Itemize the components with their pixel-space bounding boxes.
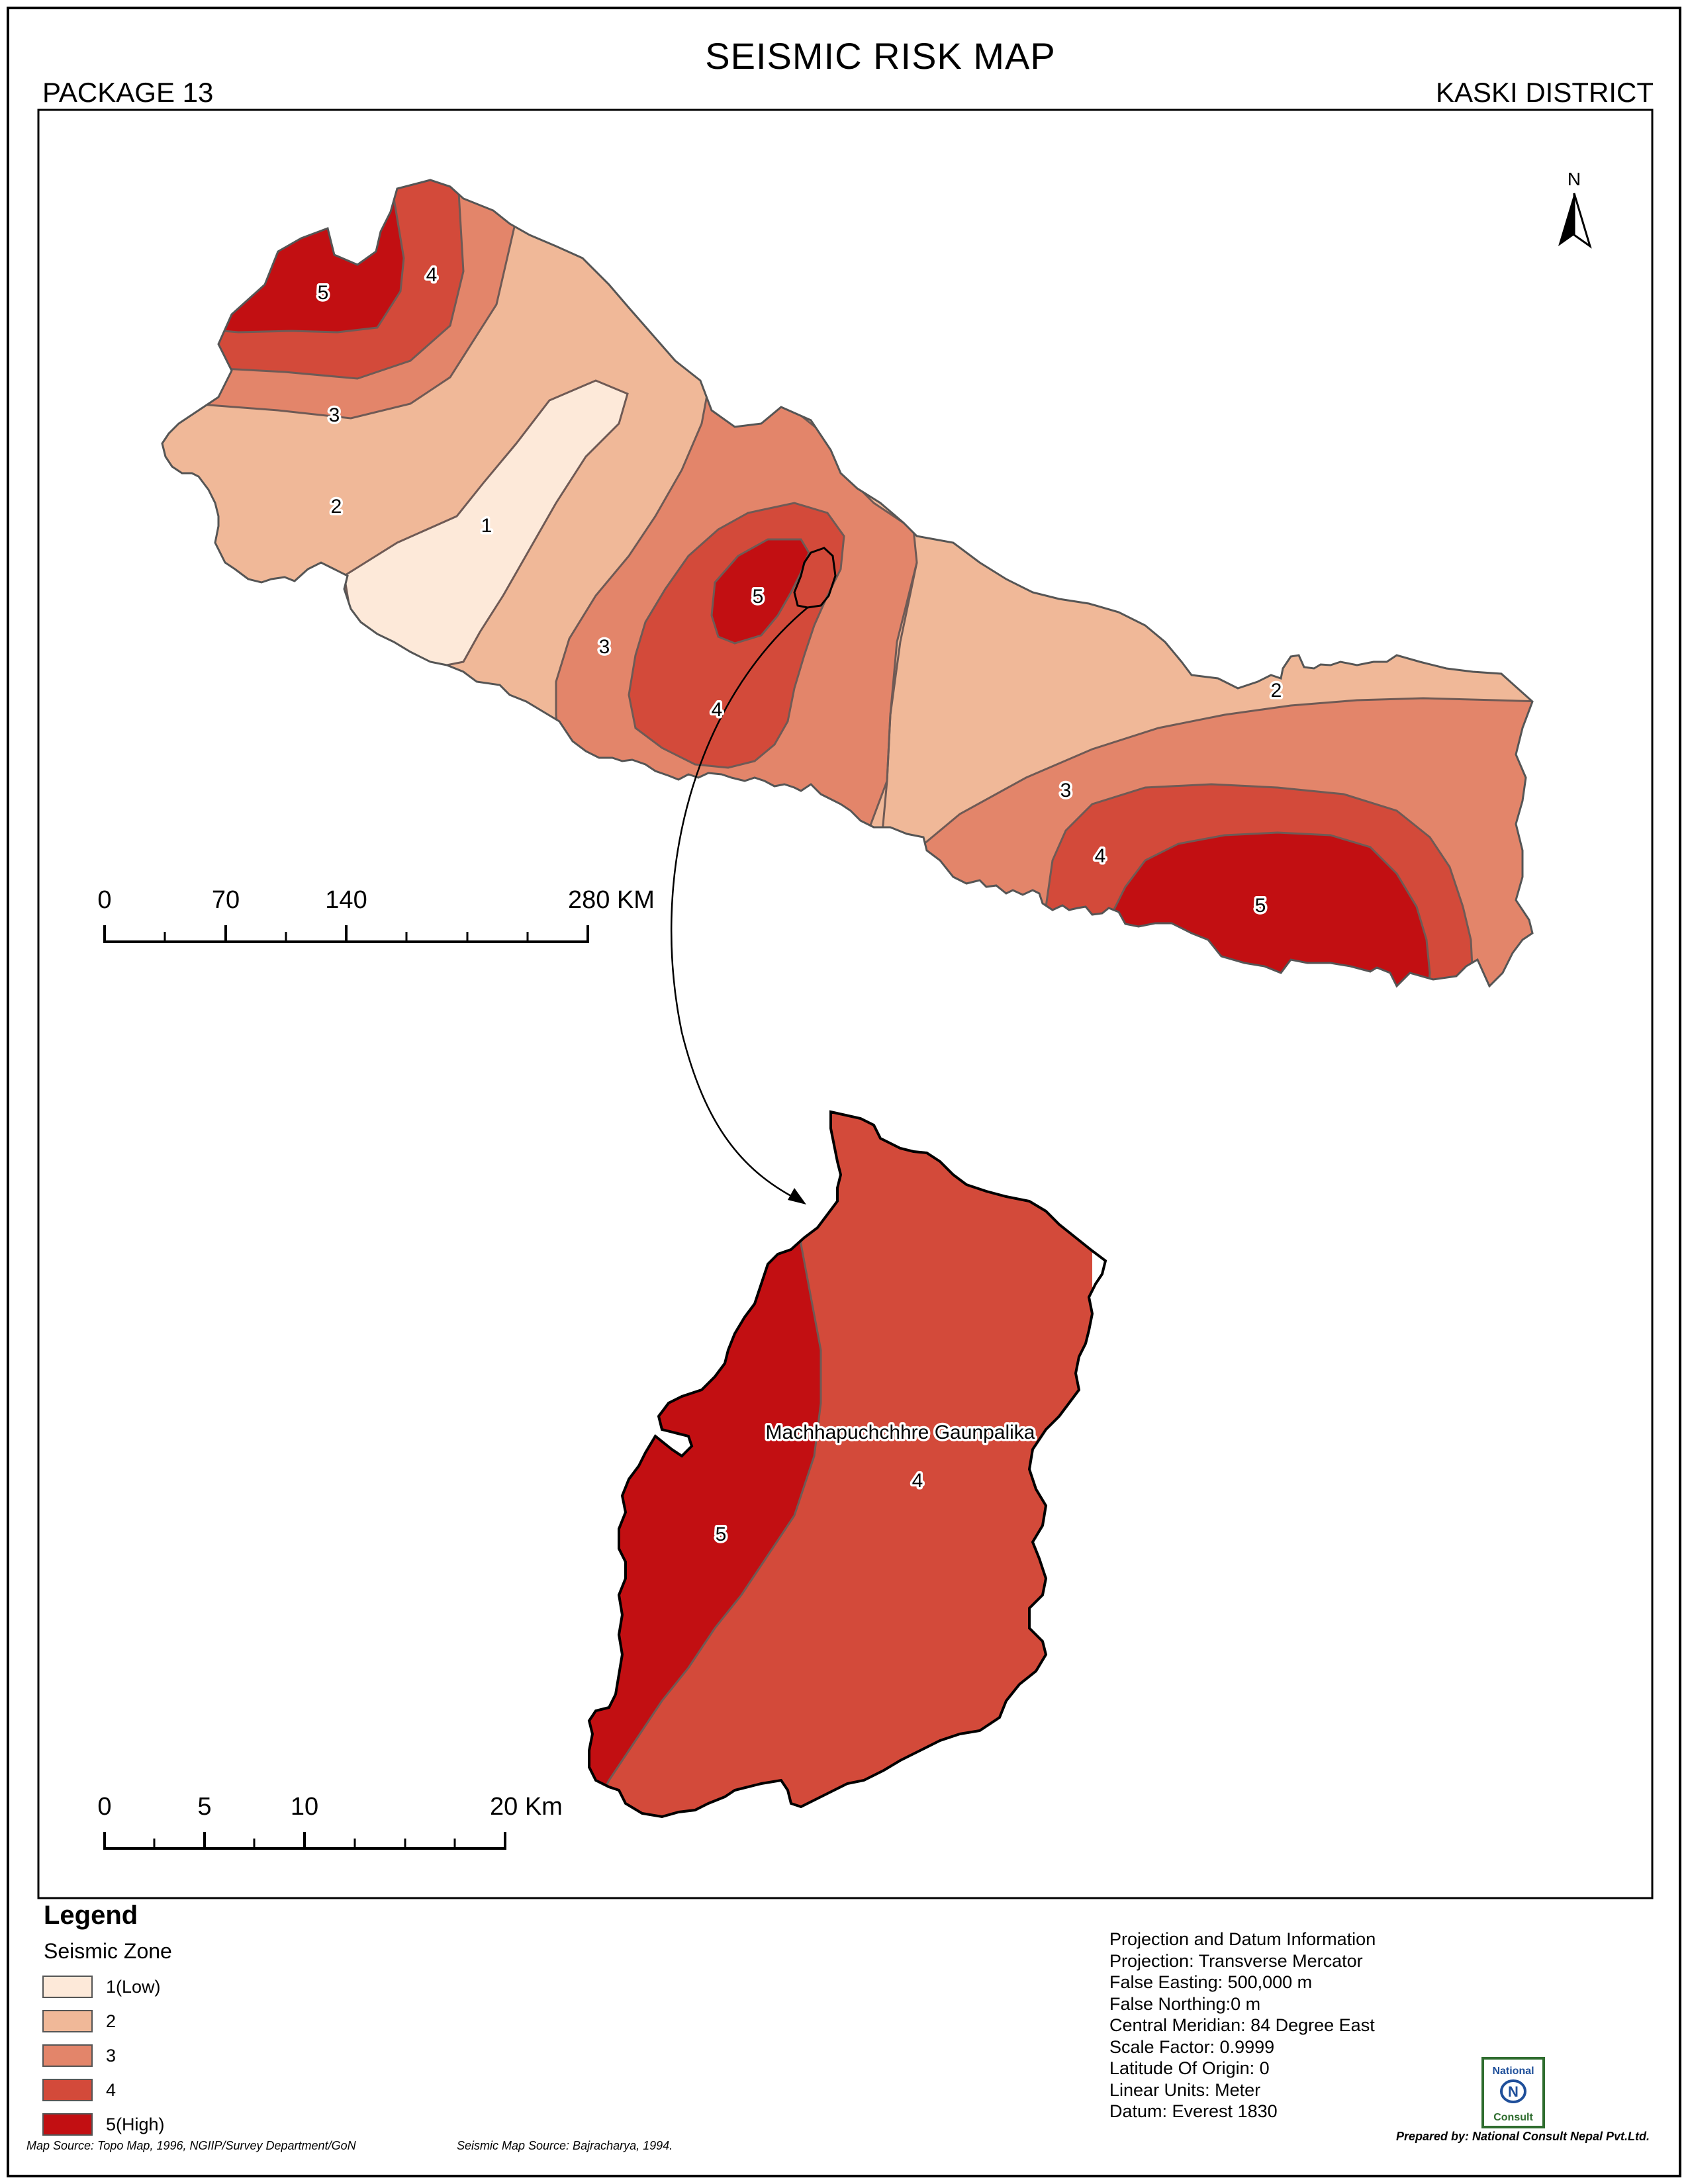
- zone-5-west: [162, 180, 405, 334]
- inset-zone-label-5: 5: [716, 1524, 727, 1545]
- scalebar-large: 0 70 140 280 KM: [97, 886, 655, 943]
- legend-swatch-zone-1: [42, 1976, 93, 1998]
- svg-text:Consult: Consult: [1493, 2112, 1533, 2123]
- scalebar-large-tick-140: 140: [325, 886, 367, 914]
- legend-label-zone-2: 2: [106, 2011, 117, 2031]
- zone-5-east: [1111, 831, 1431, 986]
- north-label: N: [1568, 169, 1581, 189]
- district-label: KASKI DISTRICT: [1435, 77, 1654, 108]
- scalebar-large-tick-0: 0: [97, 886, 111, 914]
- zone-label-east-4: 4: [1095, 845, 1106, 867]
- svg-text:National: National: [1492, 2066, 1534, 2077]
- scalebar-large-tick-70: 70: [212, 886, 240, 914]
- projection-latitude-origin: Latitude Of Origin: 0: [1109, 2058, 1270, 2078]
- north-arrow: N: [1558, 169, 1592, 249]
- map-frame: [37, 109, 1654, 1899]
- prepared-by: Prepared by: National Consult Nepal Pvt.…: [1395, 2130, 1650, 2143]
- legend-label-zone-5: 5(High): [106, 2115, 165, 2134]
- scalebar-small-tick-5: 5: [197, 1793, 211, 1821]
- zone-label-east-2: 2: [1271, 680, 1282, 702]
- zone-label-center-3: 3: [599, 636, 610, 658]
- inset-map: [589, 1112, 1092, 1817]
- national-consult-logo: National N Consult: [1481, 2057, 1545, 2128]
- scalebar-small-end: 20 Km: [490, 1793, 563, 1821]
- projection-scale-factor: Scale Factor: 0.9999: [1109, 2036, 1275, 2057]
- zone-label-east-3: 3: [1060, 780, 1072, 801]
- scalebar-small-tick-10: 10: [291, 1793, 318, 1821]
- zone-label-east-5: 5: [1255, 895, 1266, 917]
- projection-linear-units: Linear Units: Meter: [1109, 2079, 1261, 2100]
- connector-arrow: [670, 607, 808, 1203]
- legend-label-zone-4: 4: [106, 2080, 117, 2100]
- zone-label-center-1: 1: [481, 515, 492, 537]
- zone-5-central: [710, 538, 810, 645]
- scalebar-large-end: 280 KM: [568, 886, 655, 914]
- projection-central-meridian: Central Meridian: 84 Degree East: [1109, 2015, 1375, 2035]
- kaski-highlight: [793, 547, 837, 609]
- seismic-source: Seismic Map Source: Bajracharya, 1994.: [457, 2139, 673, 2152]
- package-label: PACKAGE 13: [42, 77, 214, 108]
- legend-title: Legend: [44, 1901, 138, 1930]
- projection-type: Projection: Transverse Mercator: [1109, 1950, 1363, 1971]
- map-title: SEISMIC RISK MAP: [705, 35, 1056, 77]
- projection-false-northing: False Northing:0 m: [1109, 1993, 1261, 2014]
- nepal-outline: [161, 179, 1534, 988]
- zone-label-west-4: 4: [426, 264, 438, 286]
- zone-label-west-3: 3: [329, 404, 340, 426]
- zone-label-center-5: 5: [753, 586, 764, 608]
- legend-swatch-zone-2: [42, 2010, 93, 2032]
- projection-info: Projection and Datum Information Project…: [1109, 1929, 1376, 2122]
- projection-datum: Datum: Everest 1830: [1109, 2101, 1278, 2121]
- legend-swatch-zone-5: [42, 2113, 93, 2136]
- zone-label-center-4: 4: [712, 699, 723, 721]
- legend-label-zone-3: 3: [106, 2046, 117, 2066]
- outer-border: [7, 7, 1681, 2177]
- legend-subtitle: Seismic Zone: [44, 1939, 172, 1963]
- scalebar-small-tick-0: 0: [97, 1793, 111, 1821]
- projection-false-easting: False Easting: 500,000 m: [1109, 1972, 1313, 1992]
- inset-place-label: Machhapuchchhre Gaunpalika: [766, 1422, 1035, 1443]
- inset-zone-label-4: 4: [912, 1470, 923, 1492]
- zone-label-west-2: 2: [331, 496, 342, 518]
- legend-swatch-zone-3: [42, 2044, 93, 2067]
- zone-label-west-5: 5: [318, 282, 329, 304]
- scalebar-small: 0 5 10 20 Km: [97, 1793, 563, 1850]
- legend-swatch-zone-4: [42, 2079, 93, 2101]
- connector-arrowhead: [788, 1188, 806, 1205]
- map-source: Map Source: Topo Map, 1996, NGIIP/Survey…: [26, 2139, 356, 2152]
- inset-outline: [587, 1110, 1107, 1819]
- projection-heading: Projection and Datum Information: [1109, 1929, 1376, 1949]
- legend-label-zone-1: 1(Low): [106, 1977, 161, 1997]
- svg-text:N: N: [1508, 2083, 1519, 2100]
